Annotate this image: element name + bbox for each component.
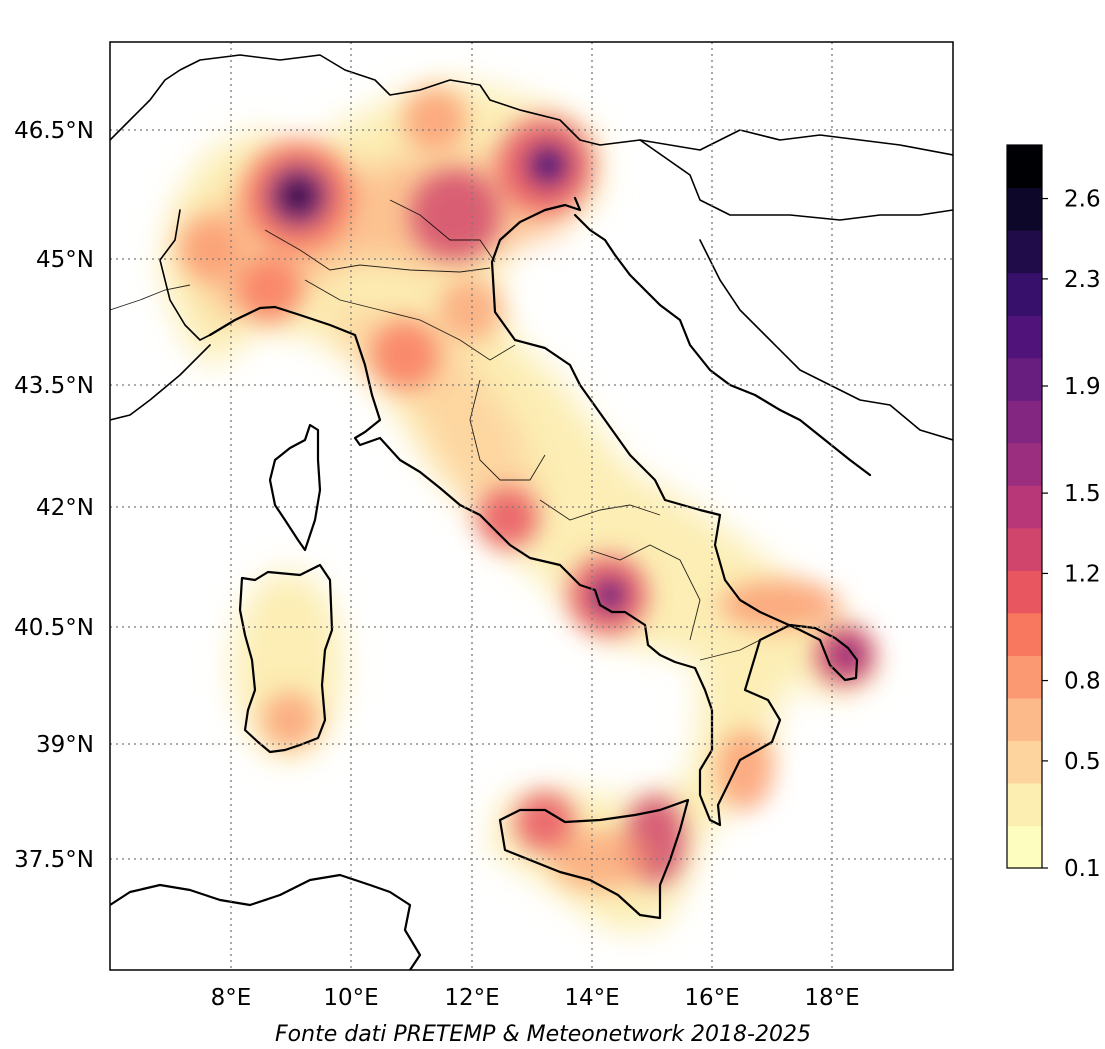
colorbar-tick-label: 0.5 [1064, 749, 1101, 775]
density-field [160, 80, 880, 930]
slovenia-croatia-border [639, 139, 953, 221]
colorbar-band [1007, 187, 1042, 231]
hotspot-lazio [478, 488, 538, 548]
region-border-france [110, 284, 191, 311]
lon-label: 18°E [804, 985, 859, 1011]
colorbar-bands [1007, 145, 1042, 869]
hotspot-trentino [403, 88, 467, 152]
colorbar-frame [1006, 144, 1043, 869]
bosnia-border [699, 239, 953, 441]
colorbar-band [1007, 697, 1042, 742]
hotspot-maggiore-core [282, 180, 314, 212]
region-border-apennine [304, 279, 516, 361]
map-frame [109, 41, 954, 971]
coastlines [110, 54, 953, 970]
density-hotspots [180, 88, 875, 890]
colorbar-band [1007, 145, 1042, 189]
map-content [110, 54, 953, 970]
colorbar-band [1007, 612, 1042, 656]
colorbar: 2.6 2.3 1.9 1.5 1.2 0.8 0.5 0.1 [1006, 144, 1101, 882]
lat-label: 42°N [36, 495, 94, 521]
hotspot-friuli-core [526, 143, 570, 187]
colorbar-tick-label: 0.1 [1064, 856, 1101, 882]
colorbar-band [1007, 357, 1042, 401]
italy-mainland-coast [208, 196, 859, 827]
hotspot-calabria [717, 730, 773, 810]
colorbar-band [1007, 315, 1042, 359]
lat-label: 43.5°N [14, 373, 94, 399]
region-border-abruzzo [539, 499, 661, 521]
sardinia-coast [238, 563, 334, 754]
hotspot-liguria [238, 258, 302, 322]
colorbar-band [1007, 400, 1042, 444]
colorbar-band [1007, 527, 1042, 571]
longitude-labels: 8°E 10°E 12°E 14°E 16°E 18°E [211, 985, 860, 1011]
france-border [159, 209, 211, 341]
colorbar-band [1007, 230, 1042, 274]
regional-borders [110, 199, 761, 661]
colorbar-band [1007, 740, 1042, 784]
colorbar-ticks: 2.6 2.3 1.9 1.5 1.2 0.8 0.5 0.1 [1042, 187, 1101, 882]
colorbar-tick-label: 2.3 [1064, 267, 1101, 293]
lon-label: 10°E [323, 985, 378, 1011]
lon-label: 16°E [684, 985, 739, 1011]
sicily-coast [498, 798, 690, 920]
lat-label: 46.5°N [14, 118, 94, 144]
colorbar-band [1007, 272, 1042, 316]
colorbar-band [1007, 655, 1042, 699]
colorbar-tick-label: 1.5 [1064, 481, 1101, 507]
region-border-basilicata [699, 639, 761, 661]
france-coast [110, 344, 211, 421]
corsica-coast [268, 423, 322, 552]
region-border-veneto [389, 199, 496, 263]
colorbar-band [1007, 442, 1042, 486]
colorbar-tick-label: 0.8 [1064, 669, 1101, 695]
hotspot-sicily-west [515, 792, 575, 852]
croatia-coast [573, 213, 872, 477]
hotspot-napoli-core [592, 577, 628, 613]
hotspot-toscana [371, 321, 439, 389]
lon-label: 14°E [564, 985, 619, 1011]
region-border-campania [589, 544, 701, 641]
alpine-border [110, 54, 953, 156]
lat-label: 45°N [36, 247, 94, 273]
colorbar-tick-label: 2.6 [1064, 187, 1101, 213]
region-border-po [264, 229, 491, 273]
lat-label: 39°N [36, 732, 94, 758]
source-caption: Fonte dati PRETEMP & Meteonetwork 2018-2… [275, 1022, 811, 1047]
colorbar-band [1007, 782, 1042, 827]
hotspot-veneto [410, 170, 500, 260]
gridlines [110, 42, 953, 970]
hotspot-emilia [438, 278, 502, 342]
colorbar-band [1007, 485, 1042, 529]
lon-label: 8°E [211, 985, 252, 1011]
map-panel [109, 41, 954, 971]
colorbar-tick-label: 1.9 [1064, 374, 1101, 400]
lat-label: 37.5°N [14, 847, 94, 873]
hotspot-puglia [720, 580, 840, 630]
latitude-labels: 46.5°N 45°N 43.5°N 42°N 40.5°N 39°N 37.5… [14, 118, 94, 873]
hotspot-salento-core [834, 641, 862, 669]
lat-label: 40.5°N [14, 615, 94, 641]
hotspot-sardinia [262, 692, 318, 748]
colorbar-band [1007, 570, 1042, 614]
hotspot-sicily-central [550, 830, 650, 890]
colorbar-tick-label: 1.2 [1064, 561, 1101, 587]
lon-label: 12°E [444, 985, 499, 1011]
africa-coast [110, 873, 422, 970]
colorbar-band [1007, 825, 1042, 869]
hotspot-piemonte [180, 220, 240, 280]
region-border-umbria [469, 379, 546, 481]
